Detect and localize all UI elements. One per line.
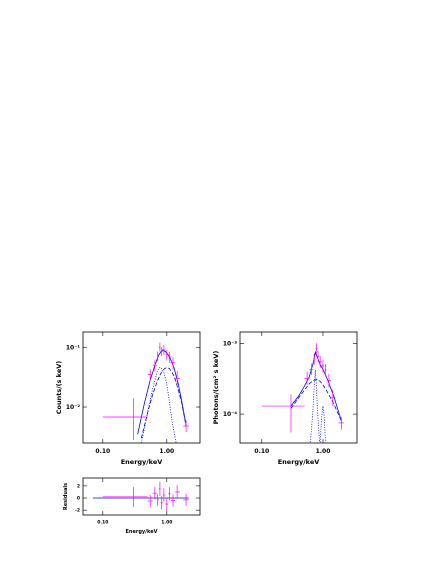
y-tick-label: 0 (77, 496, 80, 502)
model-line (290, 378, 342, 422)
plot-content (261, 343, 344, 443)
model-line (290, 350, 342, 422)
y-tick-label: 2 (77, 483, 80, 489)
plot-area (261, 343, 344, 443)
plot-frame (82, 477, 201, 516)
plot-content (102, 342, 189, 443)
y-tick-label: 10⁻¹ (66, 344, 81, 351)
plot-area (102, 342, 189, 443)
y-axis-label: Counts/(s keV) (55, 361, 63, 415)
x-axis-label: Energy/keV (278, 458, 320, 466)
x-tick-label: 1.00 (159, 448, 174, 455)
y-tick-label: -2 (75, 508, 80, 514)
y-tick-label: 10⁻³ (223, 340, 238, 347)
model-line (309, 370, 320, 443)
plot-frame (82, 331, 201, 444)
x-axis-label: Energy/keV (121, 458, 163, 466)
y-tick-label: 10⁻⁴ (223, 411, 238, 418)
plot-area (92, 481, 189, 511)
x-tick-label: 0.10 (254, 448, 269, 455)
plot-frame (239, 331, 358, 444)
model-line (140, 366, 187, 439)
x-tick-label: 1.00 (161, 520, 172, 526)
x-tick-label: 0.10 (95, 448, 110, 455)
x-tick-label: 0.10 (97, 520, 108, 526)
plot-content (92, 481, 189, 511)
x-axis-label: Energy/keV (126, 529, 158, 535)
x-tick-label: 1.00 (316, 448, 331, 455)
y-tick-label: 10⁻² (66, 404, 81, 411)
model-line (319, 405, 326, 443)
y-axis-label: Residuals (63, 483, 69, 510)
y-axis-label: Photons/(cm² s keV) (212, 351, 220, 425)
